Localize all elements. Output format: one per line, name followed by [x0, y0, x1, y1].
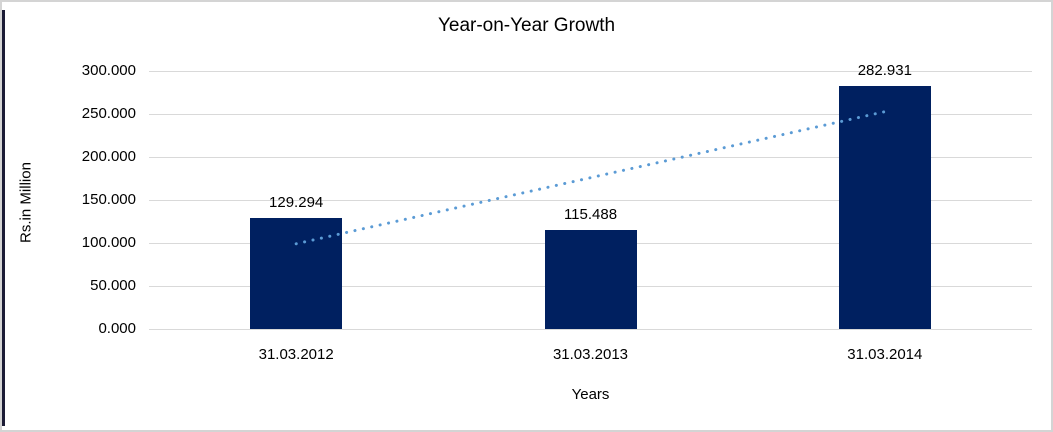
y-axis-tick-label: 300.000: [81, 62, 136, 79]
category-label: 31.03.2013: [552, 346, 629, 363]
data-label: 129.294: [269, 193, 324, 211]
gridline: [149, 113, 1032, 115]
chart-title: Year-on-Year Growth: [437, 15, 616, 36]
y-axis-tick-label: 200.000: [81, 148, 136, 165]
data-label: 282.931: [857, 61, 912, 79]
y-axis-tick-label: 150.000: [81, 191, 136, 208]
y-axis-tick-label: 50.000: [90, 277, 136, 294]
y-axis-tick-label: 250.000: [81, 105, 136, 122]
data-label: 115.488: [563, 205, 618, 223]
gridline: [149, 199, 1032, 201]
gridline: [149, 328, 1032, 330]
trendline: [294, 110, 887, 246]
bar-31.03.2013: [544, 229, 637, 329]
category-label: 31.03.2014: [847, 346, 923, 363]
category-label: 31.03.2012: [258, 346, 334, 363]
bar-31.03.2014: [838, 85, 931, 329]
y-axis-tick-label: 100.000: [81, 234, 136, 251]
left-border-line: [2, 10, 5, 426]
bar-31.03.2012: [250, 217, 343, 329]
plot-area: 129.294 115.488 282.931: [149, 62, 1032, 330]
y-axis-tick-label: 0.000: [98, 320, 136, 337]
x-axis-title: Years: [571, 386, 610, 403]
gridline: [149, 156, 1032, 158]
gridline: [149, 70, 1032, 72]
